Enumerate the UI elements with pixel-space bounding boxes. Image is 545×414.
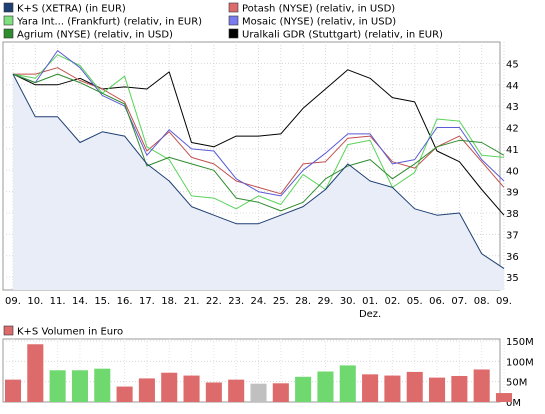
x-tick-label: 11. [50, 296, 66, 307]
series-line [12, 73, 505, 270]
y-tick-label: 45 [506, 59, 519, 70]
x-tick-label: 23. [228, 296, 244, 307]
volume-bar [116, 386, 133, 402]
volume-bar [451, 375, 468, 402]
legend-swatch [3, 28, 14, 39]
x-tick-label: 16. [117, 296, 133, 307]
x-sublabel: Dez. [359, 309, 381, 320]
x-tick-label: 14. [72, 296, 88, 307]
x-tick-label: 02. [384, 296, 400, 307]
legend-label: Uralkali GDR (Stuttgart) (relativ, in EU… [242, 30, 443, 41]
volume-bar [27, 344, 44, 402]
legend-label: Potash (NYSE) (relativ, in USD) [242, 4, 395, 15]
x-tick-label: 29. [318, 296, 334, 307]
volume-bar [4, 379, 22, 402]
y-tick-label: 41 [506, 145, 519, 156]
x-tick-label: 30. [340, 296, 356, 307]
volume-y-tick-label: 0M [506, 398, 521, 409]
x-tick-label: 28. [295, 296, 311, 307]
volume-bar [94, 368, 111, 402]
x-tick-label: 22. [206, 296, 222, 307]
volume-bar [250, 383, 267, 402]
legend-label: Yara Int... (Frankfurt) (relativ, in EUR… [16, 17, 202, 28]
x-tick-label: 25. [273, 296, 289, 307]
volume-y-tick-label: 100M [506, 357, 534, 368]
x-tick-label: 09. [496, 296, 512, 307]
volume-bar [495, 393, 513, 402]
volume-bar [138, 378, 155, 402]
legend-swatch [3, 15, 14, 26]
legend-swatch [228, 28, 239, 39]
x-tick-label: 09. [5, 296, 21, 307]
volume-bar [272, 383, 289, 402]
series-line [12, 73, 505, 212]
volume-y-tick-label: 50M [506, 378, 527, 389]
x-tick-label: 07. [451, 296, 467, 307]
legend-label: Agrium (NYSE) (relativ, in USD) [17, 30, 173, 41]
volume-bar [295, 376, 312, 402]
y-tick-label: 37 [506, 230, 519, 241]
x-tick-label: 15. [94, 296, 110, 307]
y-tick-label: 43 [506, 102, 519, 113]
y-tick-label: 35 [506, 273, 519, 284]
volume-title: K+S Volumen in Euro [17, 327, 123, 338]
x-tick-label: 06. [429, 296, 445, 307]
legend-label: Mosaic (NYSE) (relativ, in USD) [242, 17, 396, 28]
volume-bar [473, 369, 490, 402]
legend-swatch [228, 15, 239, 26]
x-tick-label: 05. [407, 296, 423, 307]
y-tick-label: 42 [506, 124, 519, 135]
y-tick-label: 38 [506, 209, 519, 220]
volume-bar [49, 370, 66, 402]
y-tick-label: 40 [506, 166, 519, 177]
volume-bar [362, 374, 379, 402]
ks-area-fill [13, 74, 504, 290]
volume-bar [406, 371, 423, 402]
x-tick-label: 18. [161, 296, 177, 307]
y-tick-label: 36 [506, 252, 519, 263]
volume-bar [317, 371, 334, 402]
volume-bar [228, 379, 245, 402]
y-tick-label: 44 [506, 81, 519, 92]
legend-swatch [3, 2, 14, 13]
volume-bar [339, 365, 356, 402]
volume-legend-swatch [3, 325, 14, 336]
x-tick-label: 17. [139, 296, 155, 307]
series-line [12, 50, 505, 197]
y-tick-label: 39 [506, 188, 519, 199]
legend-swatch [228, 2, 239, 13]
x-tick-label: 21. [184, 296, 200, 307]
volume-bar [429, 377, 446, 402]
volume-bar [183, 375, 200, 402]
x-tick-label: 01. [362, 296, 378, 307]
legend-label: K+S (XETRA) (in EUR) [17, 4, 126, 15]
volume-bar [71, 370, 88, 402]
x-tick-label: 24. [251, 296, 267, 307]
volume-y-tick-label: 150M [506, 337, 534, 348]
volume-bar [161, 372, 178, 402]
x-tick-label: 10. [27, 296, 43, 307]
volume-bar [205, 382, 222, 402]
series-line [12, 54, 505, 210]
volume-bar [384, 375, 401, 402]
x-tick-label: 08. [474, 296, 490, 307]
